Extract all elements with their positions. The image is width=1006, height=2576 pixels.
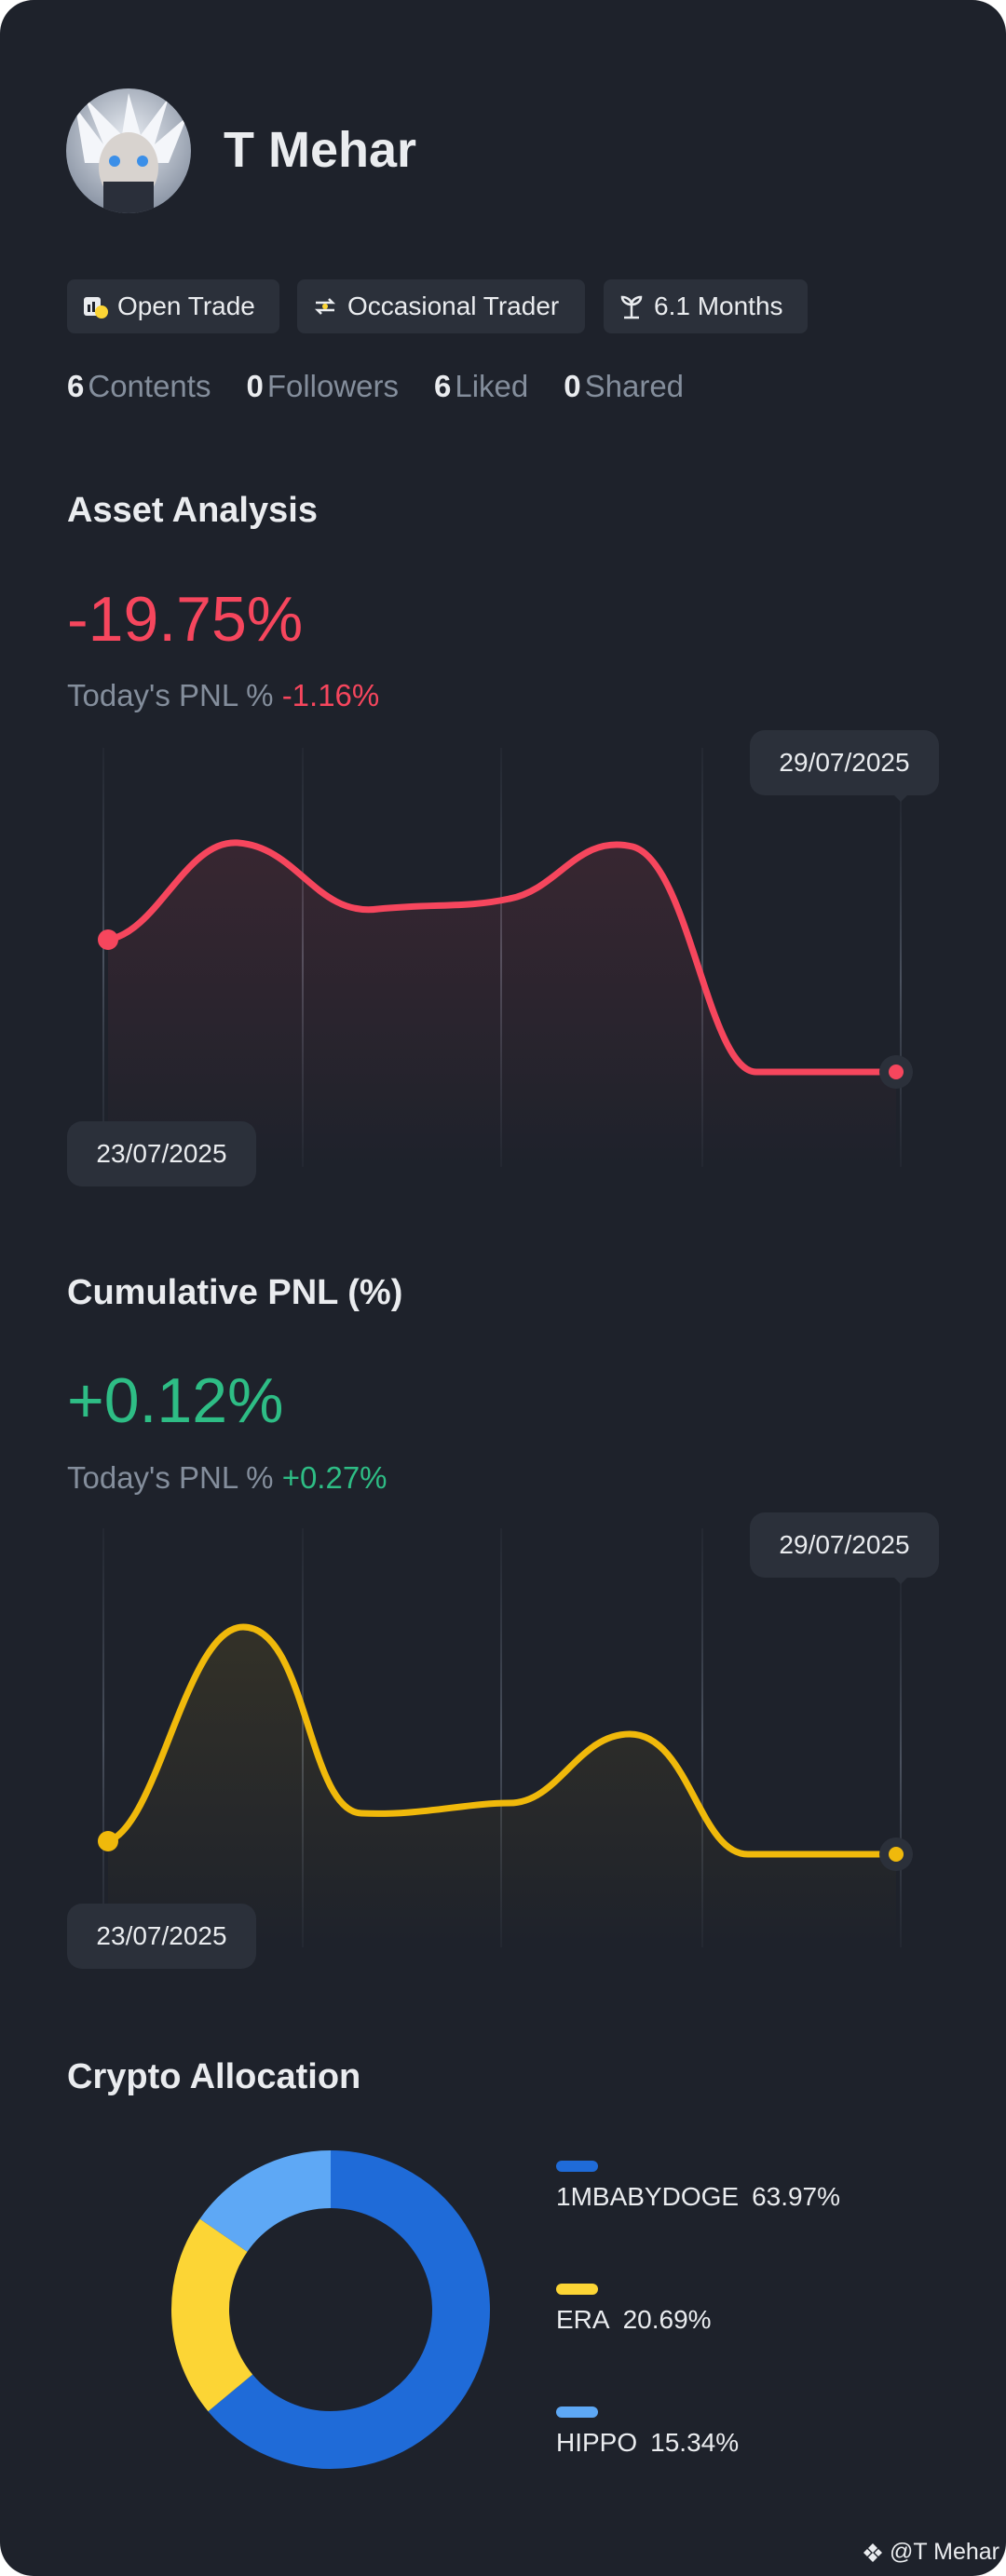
legend-label: HIPPO 15.34% [556,2428,739,2457]
logo [863,2542,882,2562]
watermark: @T Mehar [862,2539,999,2566]
tag-text: Open Trade [117,291,255,320]
stat-label: Shared [584,369,685,403]
legend-name: ERA [556,2305,610,2334]
pnl-value: -19.75% [67,584,304,655]
start-date: 23/07/2025 [67,1121,256,1186]
legend-swatch [556,2161,598,2172]
avatar [66,88,191,213]
legend-value: 63.97% [752,2182,840,2211]
tag-text: 6.1 Months [654,291,783,320]
stat-label: Followers [266,369,400,403]
start-date: 23/07/2025 [67,1904,256,1969]
end-dot [889,1064,904,1079]
legend-value: 20.69% [623,2305,712,2334]
area [108,842,896,1167]
line [104,1623,900,1858]
tag-pointer [893,1577,908,1584]
today-pnl: Today's PNL % -1.16% [67,678,379,713]
today-label: Today's PNL % [67,1460,274,1495]
section-title: Cumulative PNL (%) [67,1273,403,1312]
tag-pointer [893,794,908,802]
tag-text: Occasional Trader [347,291,560,320]
legend-name: 1MBABYDOGE [556,2182,739,2211]
section-title: Asset Analysis [67,491,318,530]
end-date: 29/07/2025 [750,1512,939,1578]
stats-row: 6 Contents 0 Followers 6 Liked 0 Shared [67,369,684,404]
today-label: Today's PNL % [67,678,274,712]
tag: 6.1 Months [604,279,808,333]
stat: 6 Liked [434,369,528,404]
today-value: -1.16% [281,678,380,712]
tag: Occasional Trader [297,279,585,333]
legend-swatch [556,2407,598,2418]
icon [620,295,643,319]
donut-segment [208,2150,490,2469]
stat-label: Liked [455,369,529,403]
stat: 0 Shared [564,369,684,404]
start-dot [98,1831,118,1851]
user-name: T Mehar [224,122,417,178]
today-pnl: Today's PNL % +0.27% [67,1460,387,1496]
icon [84,297,108,319]
legend-label: 1MBABYDOGE 63.97% [556,2182,840,2211]
area [108,1627,896,1947]
legend-swatch [556,2284,598,2295]
legend-label: ERA 20.69% [556,2305,712,2334]
donut-chart: 1MBABYDOGE 63.97% ERA 20.69% HIPPO 15.34% [171,2150,840,2469]
tag: Open Trade [67,279,279,333]
donut-segment [171,2218,253,2412]
watermark-text: @T Mehar [890,2539,1000,2565]
stat-value: 0 [564,369,581,403]
start-dot [98,929,118,950]
stat-value: 6 [434,369,452,403]
line [104,839,900,1076]
stat-value: 6 [67,369,85,403]
pnl-value: +0.12% [67,1365,284,1436]
today-value: +0.27% [281,1460,387,1495]
legend-value: 15.34% [650,2428,739,2457]
end-date: 29/07/2025 [750,730,939,795]
stat: 0 Followers [246,369,399,404]
section-title: Crypto Allocation [67,2057,361,2096]
stat-value: 0 [246,369,264,403]
end-dot [889,1847,904,1862]
stat: 6 Contents [67,369,211,404]
legend-name: HIPPO [556,2428,637,2457]
donut-segment [199,2150,332,2253]
icon [314,298,336,315]
stat-label: Contents [88,369,211,403]
